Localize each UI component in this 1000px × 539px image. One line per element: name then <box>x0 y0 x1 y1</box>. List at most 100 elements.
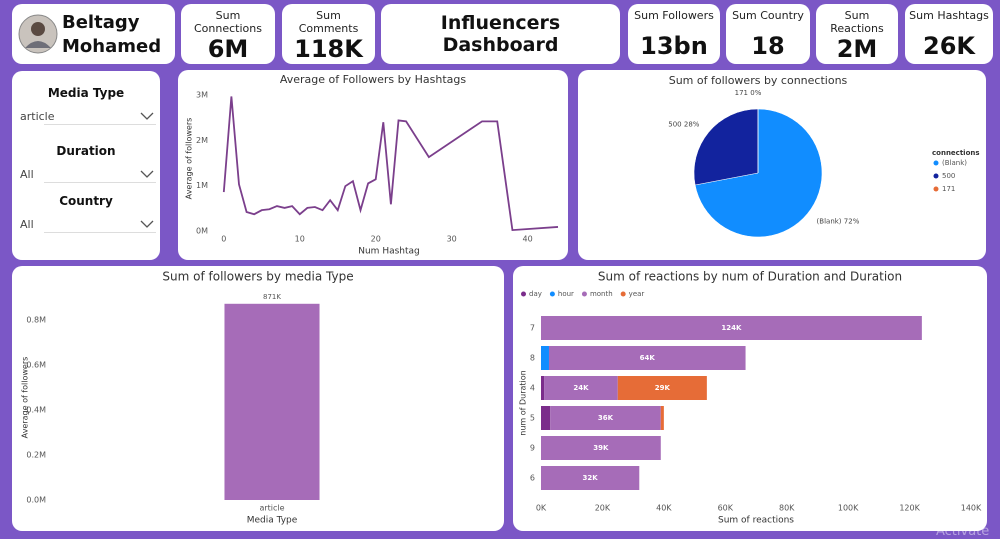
watermark: Activate <box>936 524 990 539</box>
data-label: 124K <box>721 324 742 332</box>
bar-segment <box>550 406 661 430</box>
data-label: 32K <box>583 474 599 482</box>
y-tick-label: 0.4M <box>26 405 46 414</box>
bar-segment <box>541 406 551 430</box>
y-tick-label: 0.2M <box>26 450 46 459</box>
x-tick-label: article <box>259 504 284 513</box>
bar-segment <box>541 466 640 490</box>
kpi-label: Sum Followers <box>634 9 714 22</box>
bar-segment <box>544 376 618 400</box>
legend-title: connections <box>932 149 980 157</box>
x-tick-label: 120K <box>899 504 920 513</box>
bar-segment <box>541 346 549 370</box>
legend-dot <box>620 291 626 297</box>
legend-dot <box>933 160 939 166</box>
bar-chart: Sum of followers by media Type 0.0M 0.2M 0.… <box>21 270 354 526</box>
dropdown-chevron[interactable] <box>140 169 154 179</box>
chart-title: Average of Followers by Hashtags <box>280 73 467 86</box>
legend-label: 171 <box>942 185 955 193</box>
slice-value: 72% <box>844 217 860 225</box>
legend-label: year <box>629 290 645 298</box>
bar-chart-panel: Sum of followers by media Type 0.0M 0.2M 0.… <box>12 266 504 531</box>
y-tick-label: 0M <box>196 227 208 236</box>
kpi-value: 26K <box>923 32 975 60</box>
data-label: 39K <box>593 444 609 452</box>
x-axis-label: Sum of reactions <box>718 516 794 526</box>
slice-category: 171 <box>735 89 748 97</box>
profile-card: Beltagy Mohamed <box>12 4 175 64</box>
slice-value: 28% <box>684 121 700 129</box>
dropdown-chevron[interactable] <box>140 219 154 229</box>
slicer-underline <box>44 124 156 125</box>
kpi-label: Sum Comments <box>298 9 359 35</box>
x-tick-label: 30 <box>447 235 457 244</box>
y-tick-label: 1M <box>196 181 208 190</box>
avatar <box>18 14 58 54</box>
slicer-value[interactable]: All <box>20 168 34 181</box>
slicer-value[interactable]: All <box>20 218 34 231</box>
y-tick-label: 3M <box>196 91 208 100</box>
kpi-card: Sum Comments 118K <box>282 4 375 64</box>
y-tick-label: 0.8M <box>26 315 46 324</box>
x-tick-label: 40 <box>523 235 533 244</box>
y-tick-label: 6 <box>530 474 535 483</box>
slice-label: 171 0% <box>735 89 762 97</box>
pie-slice <box>693 108 759 186</box>
title-card: Influencers Dashboard <box>381 4 620 64</box>
y-tick-label: 8 <box>530 354 535 363</box>
data-label: 871K <box>263 293 281 301</box>
last-name: Mohamed <box>62 36 162 57</box>
bar-segment <box>548 346 746 370</box>
slicer-underline <box>44 182 156 183</box>
legend-dot <box>581 291 587 297</box>
slicer-value[interactable]: article <box>20 110 55 123</box>
bar-segment <box>541 376 545 400</box>
kpi-value: 13bn <box>640 32 708 60</box>
kpi-card: Sum Country 18 <box>726 4 810 64</box>
x-tick-label: 20 <box>371 235 381 244</box>
x-axis-label: Media Type <box>247 516 298 526</box>
slice-value: 0% <box>750 89 761 97</box>
stacked-bar-panel: Sum of reactions by num of Duration and … <box>513 266 987 531</box>
slicer-underline <box>44 232 156 233</box>
y-axis-label: num of Duration <box>519 370 528 435</box>
data-label: 64K <box>640 354 656 362</box>
kpi-card: Sum Connections 6M <box>181 4 275 64</box>
x-tick-label: 0 <box>221 235 226 244</box>
chart-title: Sum of followers by connections <box>669 74 848 87</box>
chart-title: Sum of reactions by num of Duration and … <box>598 270 902 284</box>
legend-label: (Blank) <box>942 159 967 167</box>
y-tick-label: 7 <box>530 324 535 333</box>
chevron-icon <box>140 220 154 228</box>
y-tick-label: 2M <box>196 136 208 145</box>
chevron-icon <box>140 112 154 120</box>
slice-label: (Blank) 72% <box>817 217 860 225</box>
line-chart-panel: Average of Followers by Hashtags 0M 1M 2M 3M… <box>178 70 568 260</box>
x-tick-label: 10 <box>295 235 305 244</box>
chevron-icon <box>140 170 154 178</box>
slicer-label: Duration <box>56 144 116 158</box>
kpi-card: Sum Reactions 2M <box>816 4 898 64</box>
kpi-card: Sum Hashtags 26K <box>905 4 993 64</box>
stacked-bar-chart: Sum of reactions by num of Duration and … <box>519 270 983 526</box>
slice-category: 500 <box>668 121 681 129</box>
y-tick-label: 5 <box>530 414 535 423</box>
dashboard-title: Influencers Dashboard <box>440 12 561 56</box>
pie-chart: Sum of followers by connections (Blank) 7… <box>668 74 980 238</box>
x-tick-label: 20K <box>595 504 611 513</box>
pie-slice <box>694 108 823 238</box>
legend-dot <box>933 186 939 192</box>
slice-category: (Blank) <box>817 217 842 225</box>
dropdown-chevron[interactable] <box>140 111 154 121</box>
first-name: Beltagy <box>62 12 140 33</box>
legend-label: hour <box>558 290 574 298</box>
y-tick-label: 9 <box>530 444 535 453</box>
legend-label: 500 <box>942 172 955 180</box>
slicer-label: Country <box>59 194 113 208</box>
x-tick-label: 100K <box>838 504 859 513</box>
y-tick-label: 0.0M <box>26 496 46 505</box>
kpi-value: 6M <box>207 35 249 63</box>
legend-label: month <box>590 290 613 298</box>
slice-label: 500 28% <box>668 121 700 129</box>
bar-segment <box>660 406 664 430</box>
